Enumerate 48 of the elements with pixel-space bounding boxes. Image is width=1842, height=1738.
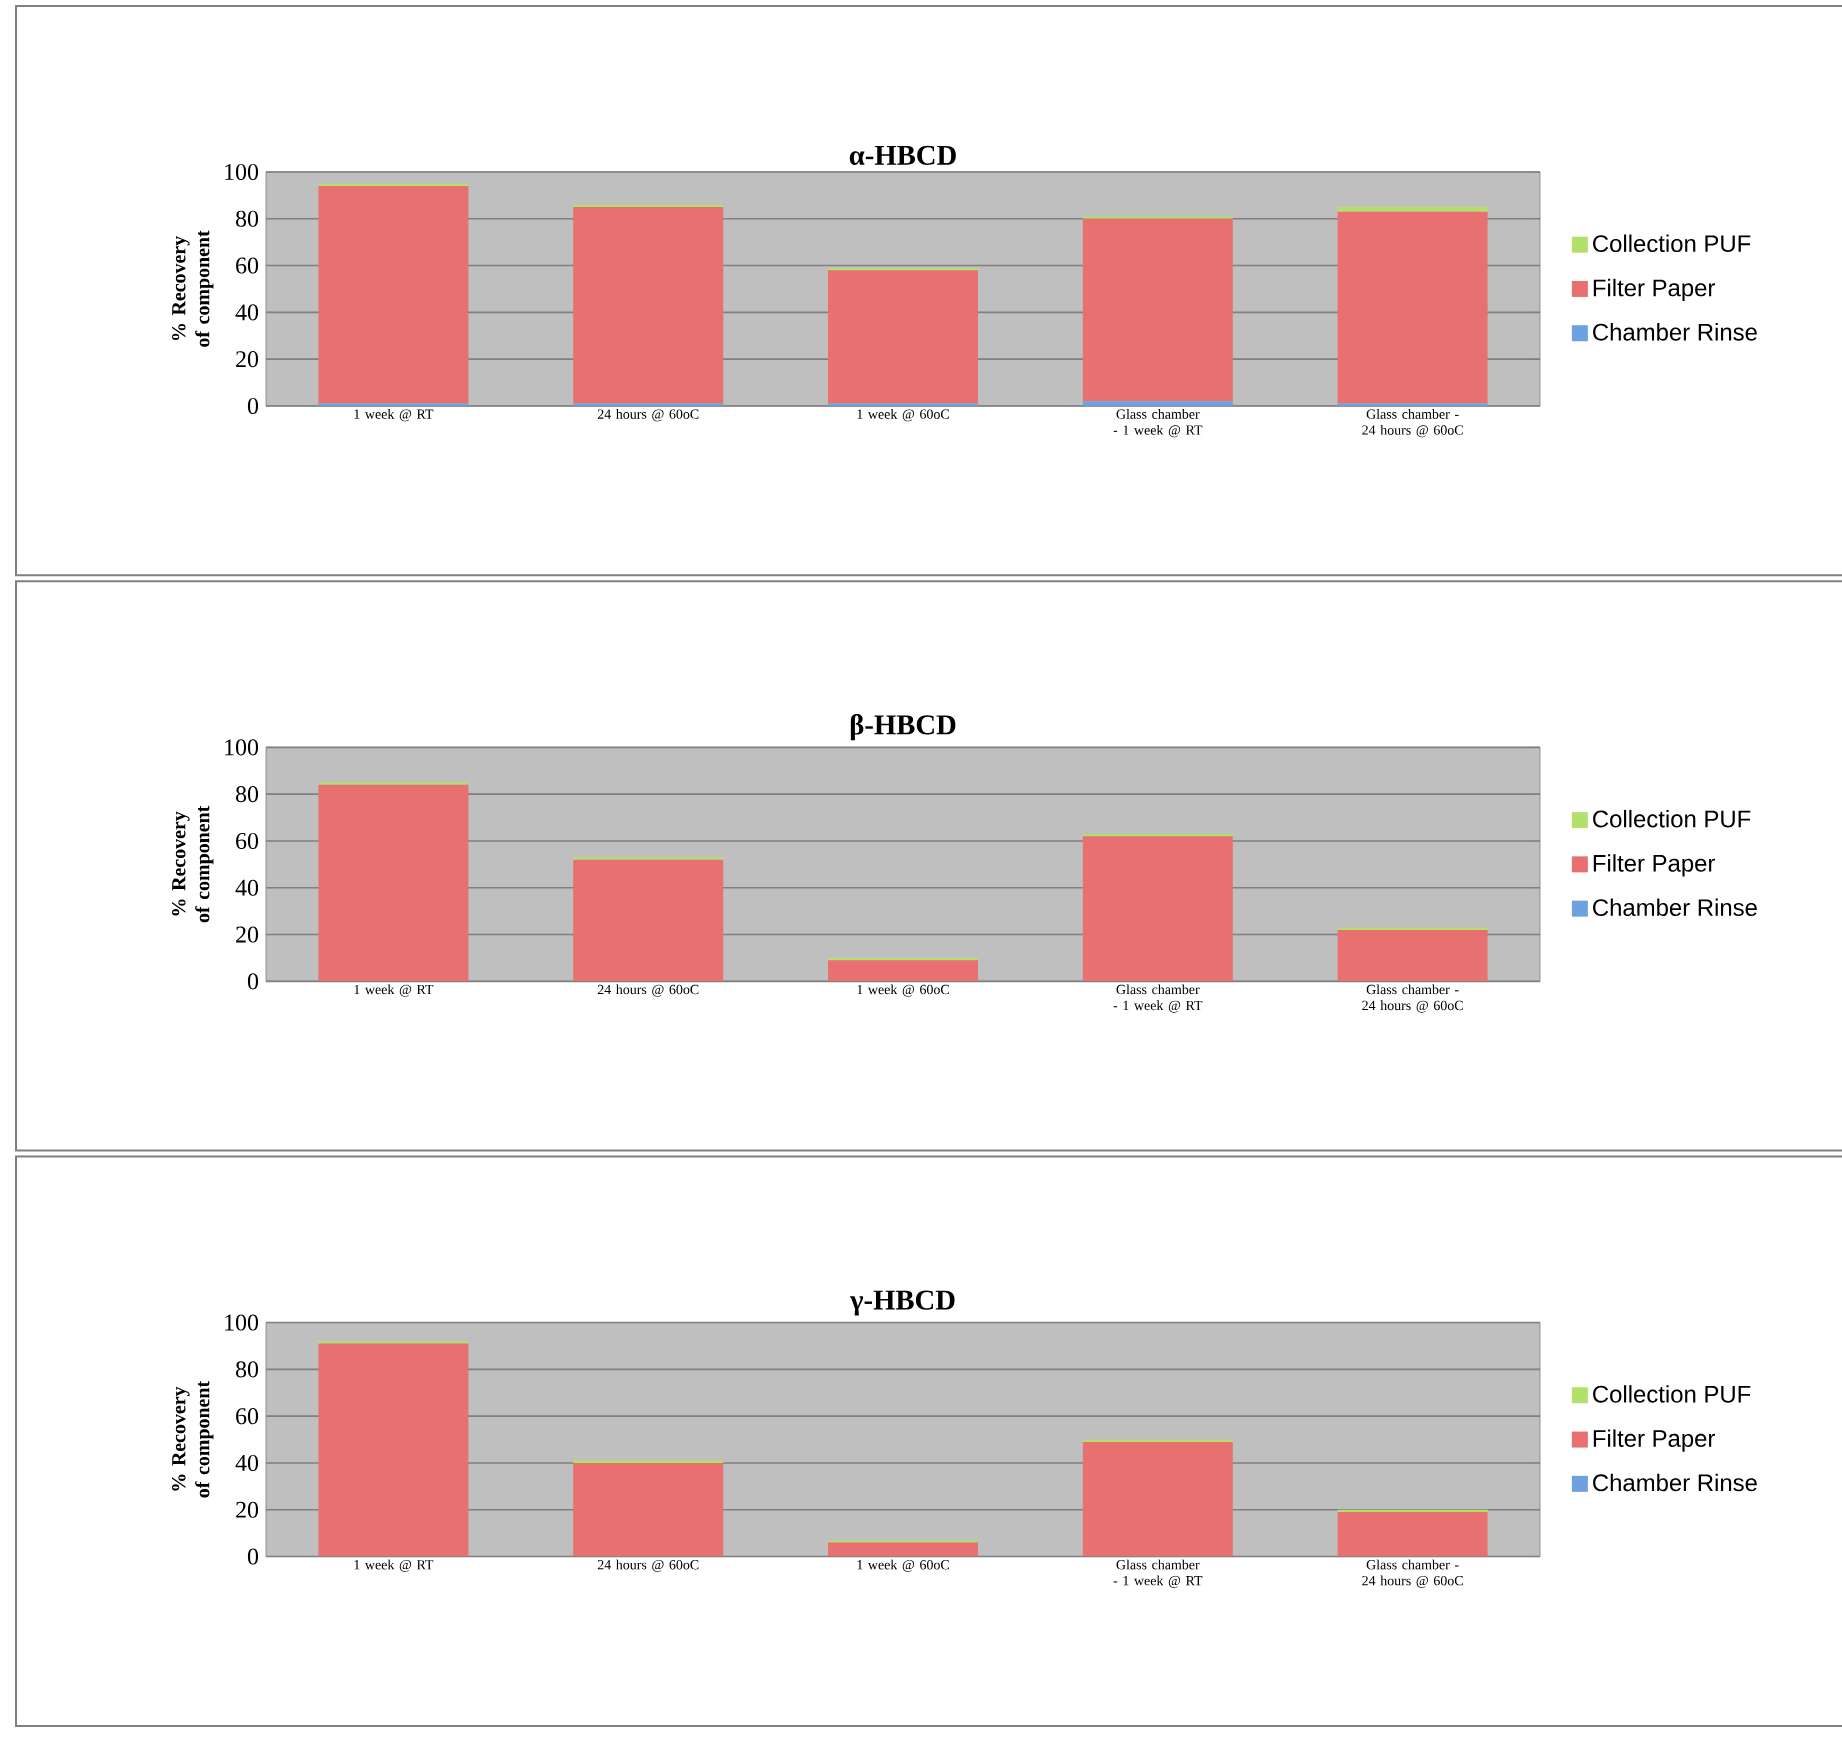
bar bbox=[318, 186, 469, 404]
bar bbox=[318, 1343, 469, 1557]
y-tick-label: 60 bbox=[236, 1408, 259, 1425]
chart-title: γ-HBCD bbox=[849, 1290, 955, 1316]
bar bbox=[1337, 1512, 1488, 1557]
y-tick-label: 100 bbox=[225, 163, 259, 181]
legend-label: Collection PUF bbox=[1593, 234, 1751, 253]
chart-title: α-HBCD bbox=[849, 145, 956, 165]
bar bbox=[573, 859, 724, 982]
y-tick-label: 80 bbox=[235, 786, 259, 803]
y-tick-label: 20 bbox=[236, 926, 259, 943]
legend-label: Chamber Rinse bbox=[1593, 898, 1757, 917]
y-tick-label: 60 bbox=[236, 257, 259, 274]
legend-label: Filter Paper bbox=[1593, 1429, 1715, 1452]
y-tick-label: 20 bbox=[236, 1501, 259, 1518]
y-tick-label: 0 bbox=[247, 973, 259, 990]
bar bbox=[1337, 211, 1488, 404]
y-tick-label: 40 bbox=[235, 879, 259, 896]
bar bbox=[828, 960, 979, 982]
bar bbox=[1082, 1441, 1233, 1557]
legend-label: Collection PUF bbox=[1593, 809, 1751, 828]
legend-label: Chamber Rinse bbox=[1593, 1473, 1757, 1492]
chart-title: β-HBCD bbox=[850, 714, 956, 741]
y-tick-label: 80 bbox=[235, 210, 259, 227]
y-tick-label: 60 bbox=[236, 832, 259, 850]
y-tick-label: 0 bbox=[247, 397, 259, 415]
bar bbox=[1337, 929, 1488, 982]
legend-label: Filter Paper bbox=[1593, 854, 1715, 877]
y-tick-label: 100 bbox=[225, 1314, 259, 1331]
y-axis-title: % Recovery of component bbox=[172, 230, 214, 347]
bar bbox=[318, 784, 469, 982]
y-tick-label: 20 bbox=[236, 351, 259, 368]
y-tick-label: 40 bbox=[235, 304, 259, 321]
legend-label: Chamber Rinse bbox=[1593, 323, 1757, 341]
y-tick-label: 80 bbox=[235, 1361, 259, 1378]
legend-label: Filter Paper bbox=[1593, 278, 1715, 302]
y-axis-title: % Recovery of component bbox=[172, 805, 214, 923]
bar bbox=[1082, 836, 1233, 982]
bar bbox=[573, 1462, 724, 1557]
y-tick-label: 40 bbox=[235, 1454, 259, 1472]
y-tick-label: 0 bbox=[247, 1548, 259, 1565]
y-axis-title: % Recovery of component bbox=[172, 1380, 214, 1498]
y-tick-label: 100 bbox=[225, 739, 259, 756]
bar bbox=[573, 207, 724, 404]
legend-label: Collection PUF bbox=[1593, 1385, 1751, 1403]
bar bbox=[1082, 218, 1233, 402]
bar bbox=[828, 1542, 979, 1557]
bar bbox=[828, 270, 979, 404]
